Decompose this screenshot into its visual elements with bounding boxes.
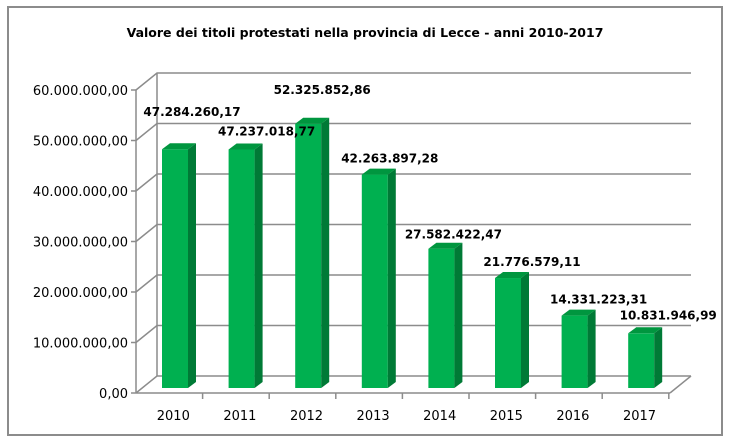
bar-top-2014: [428, 242, 463, 249]
x-tick-label: 2011: [223, 409, 256, 424]
bar-2011: [228, 149, 255, 388]
bar-2013: [361, 174, 388, 388]
data-label: 47.284.260,17: [143, 105, 240, 119]
x-tick-label: 2014: [423, 409, 456, 424]
bar-2015: [495, 278, 521, 388]
gridline: [135, 223, 691, 243]
bar-top-2010: [162, 143, 196, 150]
data-label: 52.325.852,86: [274, 83, 371, 97]
bar-side-2016: [587, 309, 596, 388]
gridline: [135, 122, 691, 142]
data-label: 14.331.223,31: [550, 293, 647, 307]
bar-side-2011: [254, 143, 263, 388]
bar-side-2012: [321, 117, 330, 388]
bar-top-2017: [628, 327, 663, 334]
x-tick-label: 2010: [157, 409, 190, 424]
bar-2016: [561, 315, 588, 388]
x-tick-label: 2013: [357, 409, 390, 424]
y-tick-label: 60.000.000,00: [33, 84, 128, 99]
bar-2014: [428, 248, 455, 388]
x-tick-label: 2012: [290, 409, 323, 424]
x-tick-label: 2015: [490, 409, 523, 424]
y-tick-label: 30.000.000,00: [33, 236, 128, 251]
bar-2012: [295, 123, 322, 388]
bar-top-2012: [295, 117, 330, 124]
data-label: 21.776.579,11: [483, 255, 580, 269]
bar-side-2013: [387, 168, 396, 388]
x-tick-label: 2016: [556, 409, 589, 424]
bar-side-2014: [454, 242, 463, 388]
data-label: 47.237.018,77: [218, 124, 315, 138]
bar-2010: [162, 149, 188, 388]
bar-top-2013: [361, 168, 396, 175]
bar-top-2016: [561, 309, 596, 316]
y-tick-label: 0,00: [99, 387, 128, 402]
data-label: 27.582.422,47: [405, 228, 502, 242]
gridline: [135, 375, 691, 394]
bar-top-2015: [495, 272, 529, 279]
chart-frame: [7, 6, 723, 436]
bar-side-2017: [654, 327, 663, 388]
floor-edge: [669, 375, 692, 394]
bar-2017: [628, 333, 655, 388]
x-tick-label: 2017: [623, 409, 656, 424]
chart-title: Valore dei titoli protestati nella provi…: [127, 25, 604, 40]
bar-side-2015: [521, 272, 529, 388]
gridline: [135, 274, 691, 293]
gridline: [135, 324, 691, 344]
bar-top-2011: [228, 143, 263, 150]
y-tick-label: 40.000.000,00: [33, 185, 128, 200]
data-label: 10.831.946,99: [620, 308, 717, 322]
gridline: [135, 173, 691, 192]
gridline: [135, 72, 691, 91]
bar-side-2010: [188, 143, 196, 388]
y-tick-label: 50.000.000,00: [33, 135, 128, 150]
y-tick-label: 10.000.000,00: [33, 337, 128, 352]
y-tick-label: 20.000.000,00: [33, 286, 128, 301]
data-label: 42.263.897,28: [341, 152, 438, 166]
